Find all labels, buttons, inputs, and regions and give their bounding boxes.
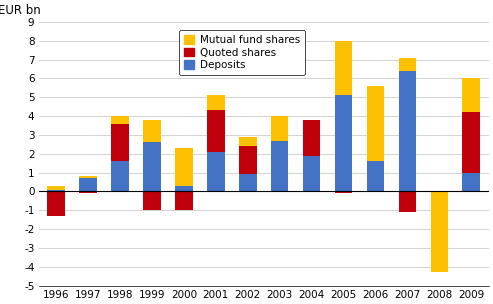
Bar <box>47 186 65 190</box>
Bar <box>462 112 480 173</box>
Text: EUR bn: EUR bn <box>0 4 41 17</box>
Bar <box>335 192 352 193</box>
Bar <box>303 120 320 156</box>
Bar <box>462 78 480 112</box>
Bar <box>335 95 352 192</box>
Bar <box>47 192 65 216</box>
Bar <box>462 173 480 192</box>
Bar <box>207 152 225 192</box>
Bar <box>207 110 225 152</box>
Bar <box>239 174 256 192</box>
Bar <box>111 124 129 161</box>
Bar <box>143 120 161 143</box>
Bar <box>367 161 384 192</box>
Bar <box>175 148 193 186</box>
Bar <box>303 156 320 192</box>
Bar <box>175 186 193 192</box>
Bar <box>399 58 416 71</box>
Bar <box>239 137 256 146</box>
Bar <box>399 192 416 212</box>
Legend: Mutual fund shares, Quoted shares, Deposits: Mutual fund shares, Quoted shares, Depos… <box>179 30 305 75</box>
Bar <box>335 41 352 95</box>
Bar <box>367 86 384 161</box>
Bar <box>111 161 129 192</box>
Bar <box>239 146 256 174</box>
Bar <box>271 140 288 192</box>
Bar <box>430 192 448 272</box>
Bar <box>79 176 97 178</box>
Bar <box>207 95 225 110</box>
Bar <box>175 192 193 210</box>
Bar <box>143 143 161 192</box>
Bar <box>79 192 97 193</box>
Bar <box>271 116 288 140</box>
Bar <box>143 192 161 210</box>
Bar <box>111 116 129 124</box>
Bar <box>79 178 97 192</box>
Bar <box>47 190 65 192</box>
Bar <box>399 71 416 192</box>
